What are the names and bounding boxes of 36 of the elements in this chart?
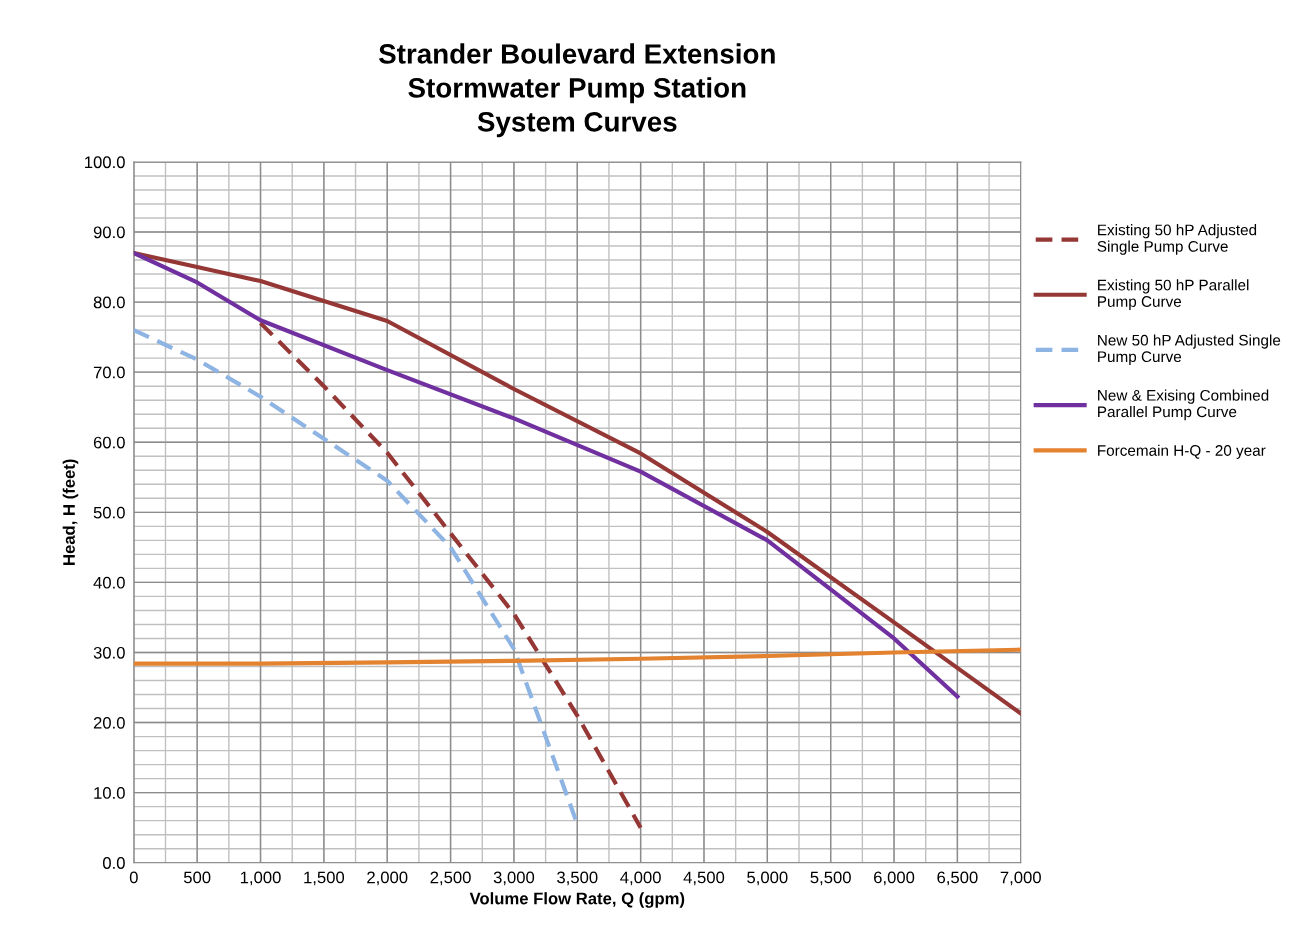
- x-tick-label: 5,500: [810, 871, 851, 886]
- x-tick-label: 500: [183, 871, 211, 884]
- x-tick-label: 1,500: [304, 871, 345, 886]
- y-tick-label: 100.0: [85, 156, 125, 169]
- legend-label: New & Exising Combined Parallel Pump Curve: [1098, 389, 1269, 421]
- x-tick-label: 5,000: [747, 871, 788, 886]
- x-axis-title: Volume Flow Rate, Q (gpm): [469, 892, 685, 908]
- x-tick-label: 2,000: [367, 871, 408, 886]
- chart-title: Strander Boulevard Extension Stormwater Pump Station System Curves: [378, 43, 775, 138]
- x-tick-label: 3,000: [493, 871, 535, 886]
- y-tick-label: 30.0: [93, 646, 125, 659]
- legend-label: Existing 50 hP Parallel Pump Curve: [1098, 279, 1249, 310]
- y-tick-label: 0.0: [102, 857, 125, 869]
- legend-label: Forcemain H-Q - 20 year: [1098, 444, 1266, 459]
- x-tick-label: 1,000: [240, 871, 281, 886]
- x-tick-label: 7,000: [1000, 871, 1041, 886]
- x-tick-label: 3,500: [557, 871, 598, 886]
- line-series: [133, 647, 1021, 666]
- y-tick-label: 20.0: [93, 716, 125, 729]
- y-axis-title: Head, H (feet): [62, 459, 79, 565]
- legend-label: New 50 hP Adjusted Single Pump Curve: [1098, 334, 1281, 366]
- x-tick-label: 6,500: [937, 871, 978, 886]
- x-tick-label: 2,500: [430, 871, 471, 886]
- x-tick-label: 0: [129, 871, 138, 884]
- y-tick-label: 80.0: [93, 296, 125, 309]
- y-tick-label: 90.0: [93, 226, 125, 239]
- line-series: [258, 321, 643, 830]
- y-tick-label: 10.0: [94, 787, 125, 799]
- y-tick-label: 50.0: [93, 506, 125, 519]
- legend-label: Existing 50 hP Adjusted Single Pump Curve: [1097, 224, 1257, 255]
- y-tick-label: 70.0: [93, 366, 125, 379]
- y-tick-label: 60.0: [93, 436, 125, 449]
- x-tick-label: 4,000: [620, 871, 661, 886]
- x-tick-label: 6,000: [874, 871, 915, 886]
- y-tick-label: 40.0: [93, 576, 125, 589]
- x-tick-label: 4,500: [683, 871, 725, 886]
